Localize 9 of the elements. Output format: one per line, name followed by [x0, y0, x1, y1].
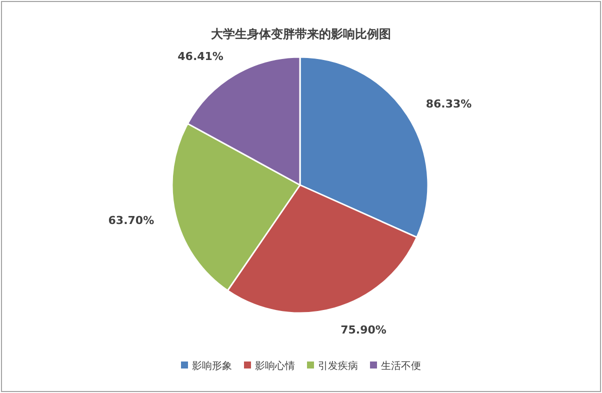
data-label: 63.70% — [108, 214, 154, 227]
data-label: 46.41% — [178, 50, 224, 63]
chart-title: 大学生身体变胖带来的影响比例图 — [211, 27, 391, 41]
legend-label: 影响心情 — [255, 360, 295, 372]
legend-label: 影响形象 — [192, 360, 232, 372]
data-label: 86.33% — [426, 97, 472, 110]
legend-label: 引发疾病 — [318, 360, 358, 372]
data-label: 75.90% — [340, 323, 386, 336]
legend-label: 生活不便 — [381, 360, 421, 372]
